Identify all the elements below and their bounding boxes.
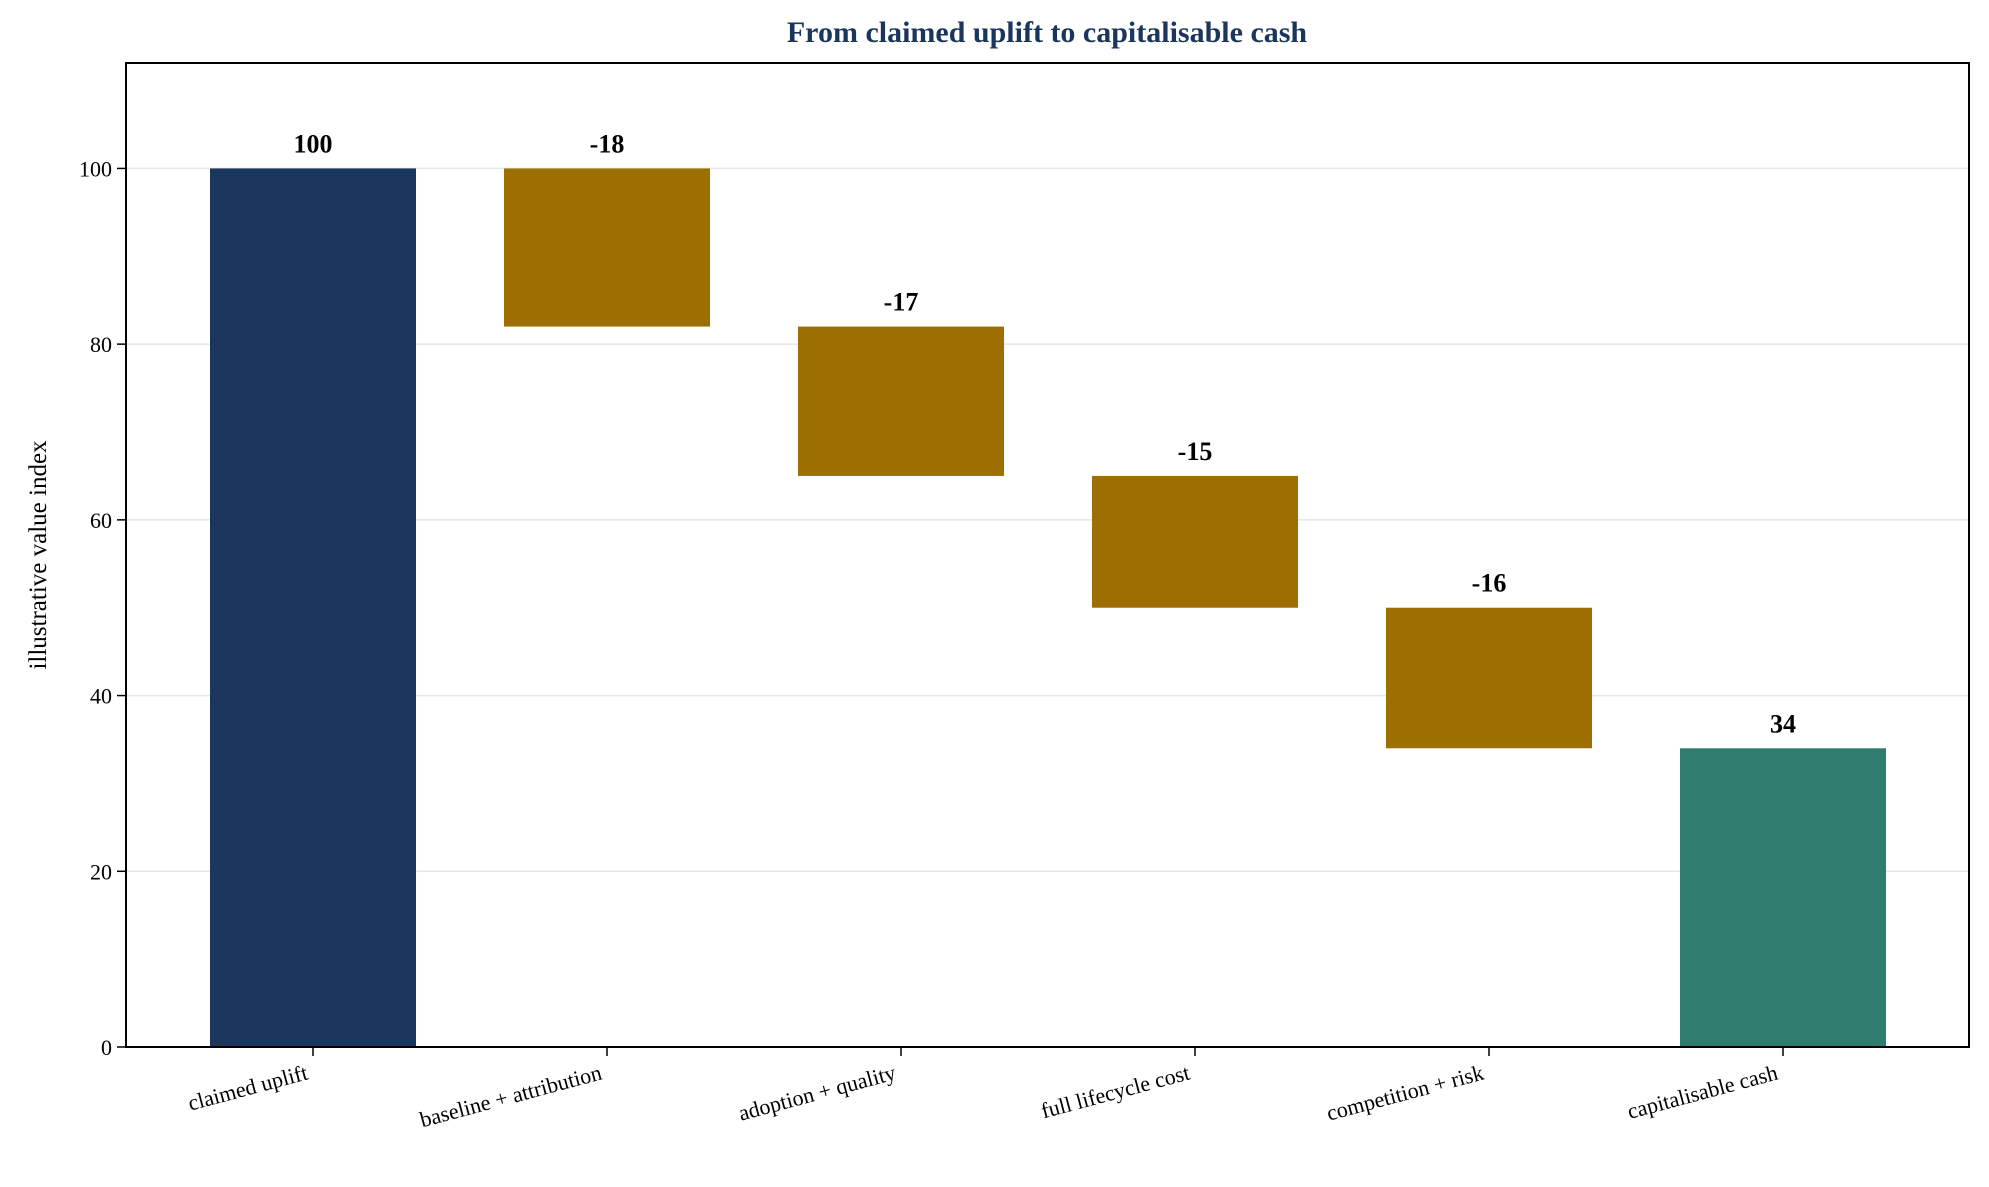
y-tick-label: 20 (90, 859, 112, 884)
bar-full-lifecycle-cost (1092, 475, 1298, 608)
gridlines (126, 167, 1969, 873)
bar-adoption-quality (798, 326, 1004, 476)
bar-baseline-attribution (504, 168, 710, 327)
bar-value-label: -17 (884, 288, 919, 317)
y-tick-label: 80 (90, 332, 112, 357)
bar-value-label: -15 (1178, 437, 1213, 466)
bar-capitalisable-cash (1680, 748, 1886, 1047)
y-axis-label: illustrative value index (25, 440, 52, 670)
y-tick-label: 0 (101, 1035, 112, 1060)
bars (210, 168, 1886, 1047)
y-tick-label: 100 (79, 156, 112, 181)
plot-frame (125, 62, 1970, 1048)
bar-value-label: -18 (590, 129, 625, 158)
bar-competition-risk (1386, 607, 1592, 749)
bar-value-label: 100 (294, 129, 333, 158)
bar-value-label: 34 (1770, 709, 1796, 738)
chart-title: From claimed uplift to capitalisable cas… (787, 16, 1308, 49)
y-axis: 0 20 40 60 80 100 (79, 156, 126, 1060)
y-tick-label: 40 (90, 684, 112, 709)
y-tick-label: 60 (90, 508, 112, 533)
value-labels: 100 -18 -17 -15 -16 34 (294, 129, 1797, 738)
bar-claimed-uplift (210, 168, 416, 1047)
bar-value-label: -16 (1472, 569, 1507, 598)
